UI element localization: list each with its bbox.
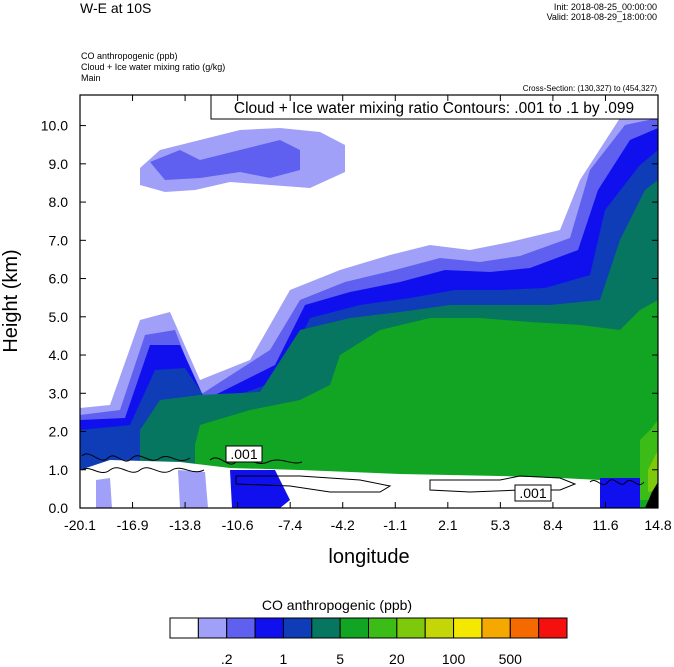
colorbar-swatch xyxy=(538,617,568,639)
co-filled-contours xyxy=(80,108,658,508)
colorbar-swatch xyxy=(339,617,369,639)
colorbar-tick-label: 100 xyxy=(441,651,466,667)
y-tick-label: 4.0 xyxy=(49,347,69,363)
cross-section-label: Cross-Section: (130,327) to (454,327) xyxy=(522,84,657,93)
x-tick-label: 8.4 xyxy=(543,517,563,533)
co-level-green xyxy=(195,300,658,508)
x-tick-label: 14.8 xyxy=(644,517,671,533)
contour-label: .001 xyxy=(519,485,546,501)
colorbar-swatch xyxy=(254,617,284,639)
x-tick-label: -1.1 xyxy=(383,517,407,533)
colorbar-swatch xyxy=(169,617,199,639)
y-tick-label: 1.0 xyxy=(49,462,69,478)
axes: -20.1 -16.9 -13.8 -10.6 -7.4 -4.2 -1.1 2.1 5.3 8.… xyxy=(41,95,672,533)
x-tick-label: -13.8 xyxy=(169,517,201,533)
colorbar-swatch xyxy=(197,617,228,639)
field-label-cloud: Cloud + Ice water mixing ratio (g/kg) xyxy=(81,62,226,72)
colorbar-swatch xyxy=(396,617,426,639)
init-time: Init: 2018-08-25_00:00:00 xyxy=(553,2,657,12)
colorbar-swatch xyxy=(453,617,483,639)
y-tick-label: 9.0 xyxy=(49,156,69,172)
y-tick-label: 0.0 xyxy=(49,500,69,516)
x-tick-label: -16.9 xyxy=(117,517,149,533)
terrain xyxy=(645,482,658,508)
cloud-contour-line xyxy=(81,467,205,474)
colorbar-swatch xyxy=(424,617,455,639)
field-label-main: Main xyxy=(81,73,101,83)
x-tick-label: -7.4 xyxy=(278,517,302,533)
co-upper-patch-mediumblue xyxy=(150,140,300,180)
x-tick-label: -4.2 xyxy=(331,517,355,533)
y-tick-label: 6.0 xyxy=(49,271,69,287)
colorbar-tick-label: .2 xyxy=(220,651,233,667)
y-tick-label: 8.0 xyxy=(49,194,69,210)
boundary-layer-white xyxy=(80,460,625,508)
x-tick-label: 2.1 xyxy=(438,517,458,533)
colorbar-swatch xyxy=(509,617,540,639)
colorbar xyxy=(169,617,568,639)
colorbar-tick-label: 500 xyxy=(498,651,522,667)
valid-time: Valid: 2018-08-29_18:00:00 xyxy=(546,12,657,22)
cloud-contour-line xyxy=(81,453,191,462)
lilac-low-patch-left xyxy=(96,478,112,508)
colorbar-tick-label: 20 xyxy=(389,651,405,667)
chart-title: W-E at 10S xyxy=(80,0,152,16)
colorbar-swatch xyxy=(226,617,256,639)
cloud-contour-line xyxy=(589,479,645,486)
x-tick-label: 11.6 xyxy=(592,517,618,533)
co-level-yellowgreen xyxy=(648,450,658,492)
colorbar-swatch xyxy=(282,617,313,639)
y-tick-label: 7.0 xyxy=(49,232,69,248)
y-tick-label: 2.0 xyxy=(49,424,69,440)
colorbar-title: CO anthropogenic (ppb) xyxy=(261,597,413,613)
blue-low-patch xyxy=(230,470,290,508)
cloud-contour-line xyxy=(429,475,577,493)
y-axis-label: Height (km) xyxy=(0,249,22,352)
y-tick-label: 3.0 xyxy=(49,385,69,401)
colorbar-tick-label: 5 xyxy=(336,651,345,667)
y-tick-label: 10.0 xyxy=(41,118,68,134)
field-label-co: CO anthropogenic (ppb) xyxy=(81,51,178,61)
x-tick-label: 5.3 xyxy=(491,517,511,533)
colorbar-swatch xyxy=(481,617,511,639)
x-tick-label: -20.1 xyxy=(64,517,96,533)
contour-label-box xyxy=(514,484,552,502)
colorbar-tick-label: 1 xyxy=(279,651,288,667)
y-tick-label: 5.0 xyxy=(49,309,69,325)
colorbar-swatch xyxy=(311,617,341,639)
colorbar-swatch xyxy=(368,617,398,639)
blue-low-patch-right xyxy=(600,478,640,508)
x-axis-label: longitude xyxy=(328,546,409,568)
cloud-contour-line xyxy=(235,475,392,493)
contour-label: .001 xyxy=(230,446,257,462)
plot-frame xyxy=(79,94,659,509)
x-tick-label: -10.6 xyxy=(222,517,254,533)
lilac-low-patch-mid xyxy=(178,470,208,508)
contour-info-text: Cloud + Ice water mixing ratio Contours:… xyxy=(234,100,634,117)
contour-label-box xyxy=(225,445,263,463)
